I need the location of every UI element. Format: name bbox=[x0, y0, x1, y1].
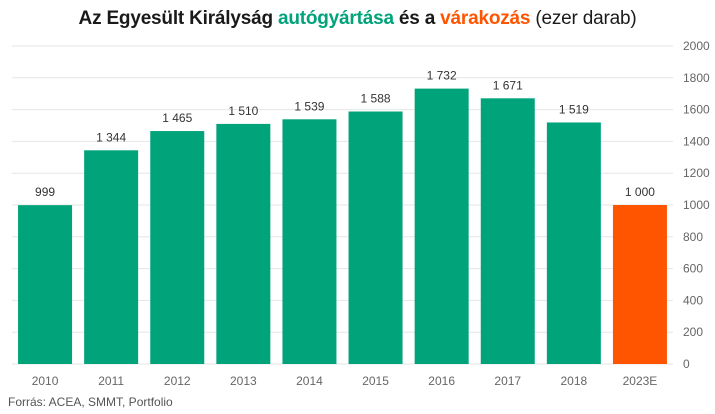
y-tick-label: 1400 bbox=[683, 134, 710, 148]
y-tick-label: 2000 bbox=[683, 39, 710, 53]
title-part-1: Az Egyesült Királyság bbox=[78, 8, 278, 29]
title-highlight-production: autógyártása bbox=[277, 8, 394, 29]
y-tick-label: 200 bbox=[683, 325, 703, 339]
bar bbox=[84, 150, 139, 364]
x-tick-label: 2018 bbox=[560, 374, 587, 388]
y-tick-label: 600 bbox=[683, 262, 703, 276]
x-tick-label: 2023E bbox=[623, 374, 658, 388]
data-label: 1 539 bbox=[294, 99, 324, 113]
x-tick-label: 2016 bbox=[428, 374, 455, 388]
y-tick-label: 1200 bbox=[683, 166, 710, 180]
bar bbox=[216, 123, 271, 364]
bar bbox=[348, 111, 403, 365]
bar bbox=[480, 98, 535, 364]
y-tick-label: 1800 bbox=[683, 71, 710, 85]
x-tick-label: 2015 bbox=[362, 374, 389, 388]
value-labels: 999 1 344 1 465 1 510 1 539 1 588 1 732 1 671 1 … bbox=[35, 69, 655, 200]
bar-forecast bbox=[612, 205, 667, 364]
bar bbox=[282, 119, 337, 364]
data-label: 1 519 bbox=[559, 102, 589, 116]
y-tick-label: 1600 bbox=[683, 103, 710, 117]
x-tick-label: 2017 bbox=[494, 374, 521, 388]
data-label: 1 344 bbox=[96, 130, 126, 144]
title-part-3: és a bbox=[393, 8, 441, 29]
data-label: 1 588 bbox=[361, 92, 391, 106]
x-tick-label: 2013 bbox=[230, 374, 257, 388]
y-tick-label: 800 bbox=[683, 230, 703, 244]
x-tick-label: 2014 bbox=[296, 374, 323, 388]
data-label: 1 510 bbox=[228, 104, 258, 118]
y-tick-label: 400 bbox=[683, 293, 703, 307]
data-label: 1 671 bbox=[493, 78, 523, 92]
y-tick-label: 1000 bbox=[683, 198, 710, 212]
y-tick-label: 0 bbox=[683, 357, 690, 371]
bar bbox=[546, 122, 601, 364]
chart-title: Az Egyesült Királyság autógyártása és a … bbox=[0, 8, 715, 30]
y-axis: 0 200 400 600 800 1000 1200 1400 1600 1800 2000 bbox=[683, 39, 710, 371]
data-label: 1 465 bbox=[162, 111, 192, 125]
data-label: 1 000 bbox=[625, 185, 655, 199]
data-label: 999 bbox=[35, 185, 55, 199]
bar bbox=[414, 88, 469, 364]
x-tick-label: 2012 bbox=[164, 374, 191, 388]
source-note: Forrás: ACEA, SMMT, Portfolio bbox=[8, 395, 173, 409]
bars bbox=[18, 88, 667, 365]
bar bbox=[150, 131, 205, 364]
x-axis: 2010 2011 2012 2013 2014 2015 2016 2017 2018 2023… bbox=[32, 374, 658, 388]
title-highlight-forecast: várakozás bbox=[440, 8, 531, 29]
x-tick-label: 2010 bbox=[32, 374, 59, 388]
bar bbox=[18, 205, 73, 364]
data-label: 1 732 bbox=[427, 69, 457, 83]
title-unit: (ezer darab) bbox=[530, 8, 637, 29]
x-tick-label: 2011 bbox=[98, 374, 124, 388]
